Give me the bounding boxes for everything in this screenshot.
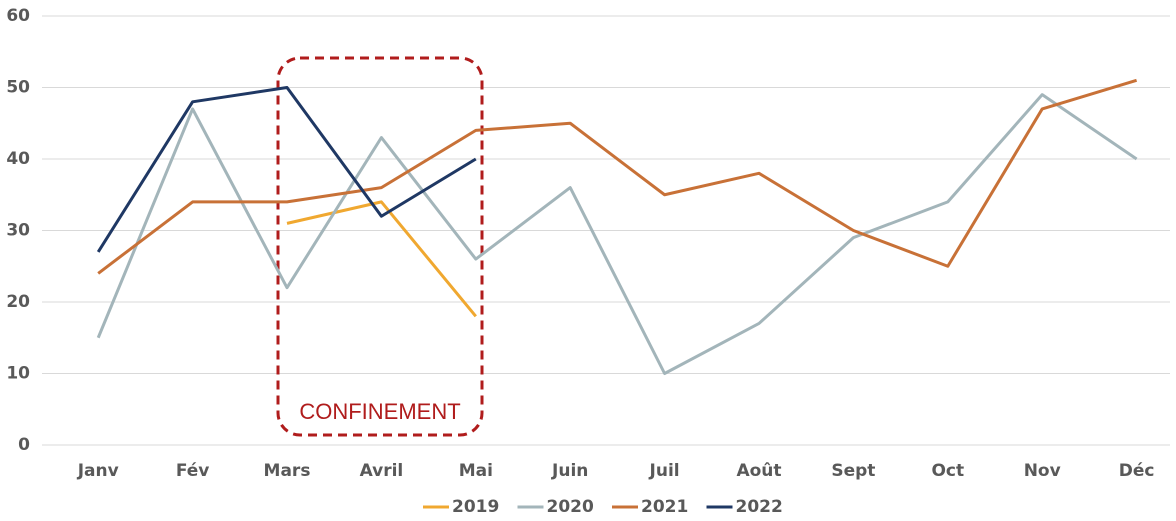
- legend-label: 2021: [641, 497, 688, 517]
- y-tick-label: 50: [6, 78, 30, 98]
- legend-label: 2020: [547, 497, 594, 517]
- y-tick-label: 30: [6, 221, 30, 241]
- x-tick-label: Oct: [931, 461, 964, 481]
- x-tick-label: Fév: [176, 461, 210, 481]
- series-line: [96, 93, 1138, 375]
- series-line: [286, 200, 477, 318]
- series-line: [97, 78, 1138, 275]
- x-tick-label: Avril: [360, 461, 404, 481]
- annotation: CONFINEMENT: [299, 399, 460, 424]
- x-tick-label: Août: [736, 461, 781, 481]
- annotation-box: [276, 56, 484, 437]
- x-tick-label: Janv: [77, 461, 119, 481]
- x-tick-label: Juin: [551, 461, 588, 481]
- x-tick-label: Juil: [649, 461, 680, 481]
- x-tick-label: Sept: [831, 461, 875, 481]
- x-tick-label: Nov: [1024, 461, 1061, 481]
- series-line: [96, 86, 477, 253]
- y-tick-label: 60: [6, 6, 30, 26]
- x-tick-label: Mai: [459, 461, 493, 481]
- y-tick-label: 0: [18, 435, 30, 455]
- y-tick-label: 10: [6, 364, 30, 384]
- y-tick-label: 20: [6, 292, 30, 312]
- y-tick-label: 40: [6, 149, 30, 169]
- legend-label: 2022: [736, 497, 783, 517]
- x-tick-label: Mars: [264, 461, 311, 481]
- legend-label: 2019: [452, 497, 499, 517]
- x-tick-label: Déc: [1119, 461, 1155, 481]
